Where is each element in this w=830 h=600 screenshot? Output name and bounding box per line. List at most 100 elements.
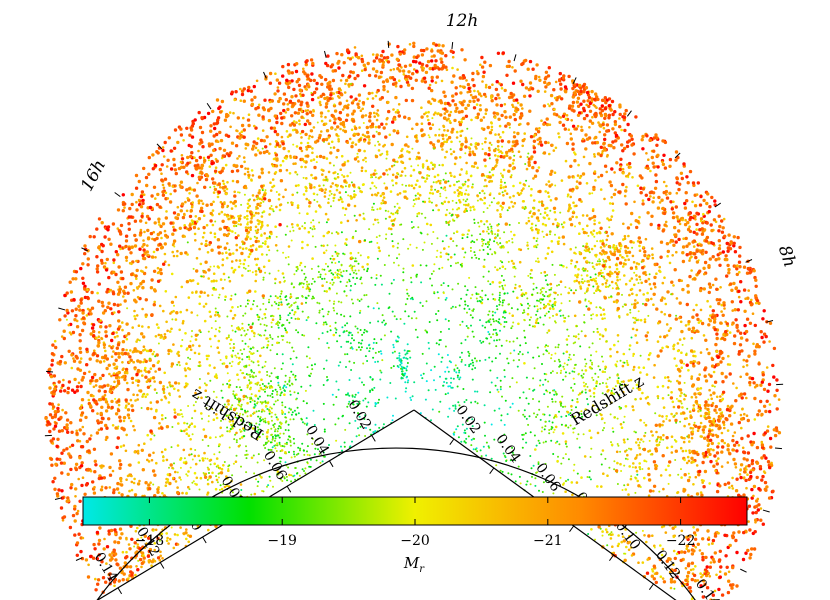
galaxy-point [520, 113, 524, 118]
galaxy-point [575, 260, 579, 264]
galaxy-point [604, 285, 608, 289]
galaxy-point [433, 165, 436, 168]
galaxy-point [508, 156, 512, 160]
galaxy-point [118, 419, 123, 423]
galaxy-point [48, 429, 52, 434]
galaxy-point [552, 206, 557, 210]
galaxy-point [762, 404, 767, 408]
galaxy-point [579, 102, 583, 106]
galaxy-point [281, 401, 284, 404]
galaxy-point [267, 440, 270, 443]
galaxy-point [740, 426, 743, 430]
galaxy-point [352, 271, 355, 274]
galaxy-point [447, 284, 450, 287]
galaxy-point [644, 237, 648, 241]
galaxy-point [417, 151, 420, 155]
galaxy-point [656, 206, 661, 210]
galaxy-point [591, 141, 595, 145]
galaxy-point [257, 453, 260, 456]
galaxy-point [527, 247, 530, 250]
galaxy-point [707, 415, 711, 420]
galaxy-point [385, 157, 388, 160]
galaxy-point [420, 281, 423, 284]
galaxy-point [612, 192, 617, 197]
galaxy-point [95, 431, 100, 435]
galaxy-point [78, 499, 82, 503]
galaxy-point [153, 380, 156, 383]
galaxy-point [338, 102, 342, 106]
galaxy-point [121, 361, 124, 364]
galaxy-point [674, 317, 678, 321]
galaxy-point [246, 88, 250, 93]
galaxy-point [102, 476, 107, 480]
galaxy-point [60, 489, 64, 493]
galaxy-point [60, 471, 64, 475]
galaxy-point [531, 276, 534, 279]
galaxy-point [542, 353, 545, 356]
galaxy-point [564, 375, 567, 378]
galaxy-point [117, 265, 121, 269]
galaxy-point [581, 227, 585, 231]
galaxy-point [753, 323, 757, 328]
galaxy-point [161, 222, 166, 226]
galaxy-point [719, 417, 722, 420]
galaxy-point [264, 390, 266, 393]
galaxy-point [212, 191, 216, 194]
galaxy-point [529, 135, 534, 139]
galaxy-point [324, 105, 328, 109]
galaxy-point [752, 381, 756, 385]
galaxy-point [645, 540, 648, 544]
galaxy-point [730, 288, 734, 292]
galaxy-point [702, 485, 706, 489]
galaxy-point [74, 307, 78, 311]
galaxy-point [101, 304, 105, 308]
galaxy-point [438, 164, 441, 167]
galaxy-point [116, 227, 120, 230]
galaxy-point [719, 286, 722, 289]
galaxy-point [711, 538, 716, 543]
galaxy-point [447, 113, 452, 117]
galaxy-point [326, 313, 329, 316]
galaxy-point [683, 362, 685, 365]
galaxy-point [553, 302, 556, 305]
galaxy-point [387, 109, 391, 114]
galaxy-point [589, 276, 592, 279]
galaxy-point [355, 219, 358, 222]
galaxy-point [587, 300, 590, 303]
galaxy-point [723, 533, 727, 537]
galaxy-point [628, 465, 631, 468]
galaxy-point [680, 176, 684, 181]
galaxy-point [182, 319, 185, 323]
galaxy-point [674, 205, 678, 209]
galaxy-point [131, 408, 135, 413]
galaxy-point [715, 411, 718, 415]
galaxy-point [677, 381, 682, 385]
galaxy-point [219, 359, 222, 361]
galaxy-point [498, 294, 501, 297]
galaxy-point [492, 328, 495, 331]
galaxy-point [231, 179, 235, 183]
galaxy-point [176, 352, 179, 355]
galaxy-point [678, 388, 683, 392]
galaxy-point [334, 250, 337, 253]
galaxy-point [451, 199, 454, 202]
galaxy-point [437, 353, 440, 356]
galaxy-point [354, 97, 358, 101]
galaxy-point [638, 174, 642, 178]
galaxy-point [355, 435, 358, 438]
galaxy-point [152, 288, 157, 292]
galaxy-point [511, 451, 514, 454]
galaxy-point [447, 180, 450, 183]
galaxy-point [164, 417, 167, 419]
galaxy-point [152, 269, 157, 273]
galaxy-point [134, 573, 137, 577]
galaxy-point [217, 339, 221, 343]
galaxy-point [284, 233, 287, 236]
galaxy-point [526, 480, 529, 483]
galaxy-point [532, 177, 535, 180]
galaxy-point [510, 327, 513, 330]
galaxy-point [713, 380, 718, 384]
galaxy-point [447, 392, 450, 395]
galaxy-point [331, 261, 333, 264]
galaxy-point [690, 432, 694, 436]
